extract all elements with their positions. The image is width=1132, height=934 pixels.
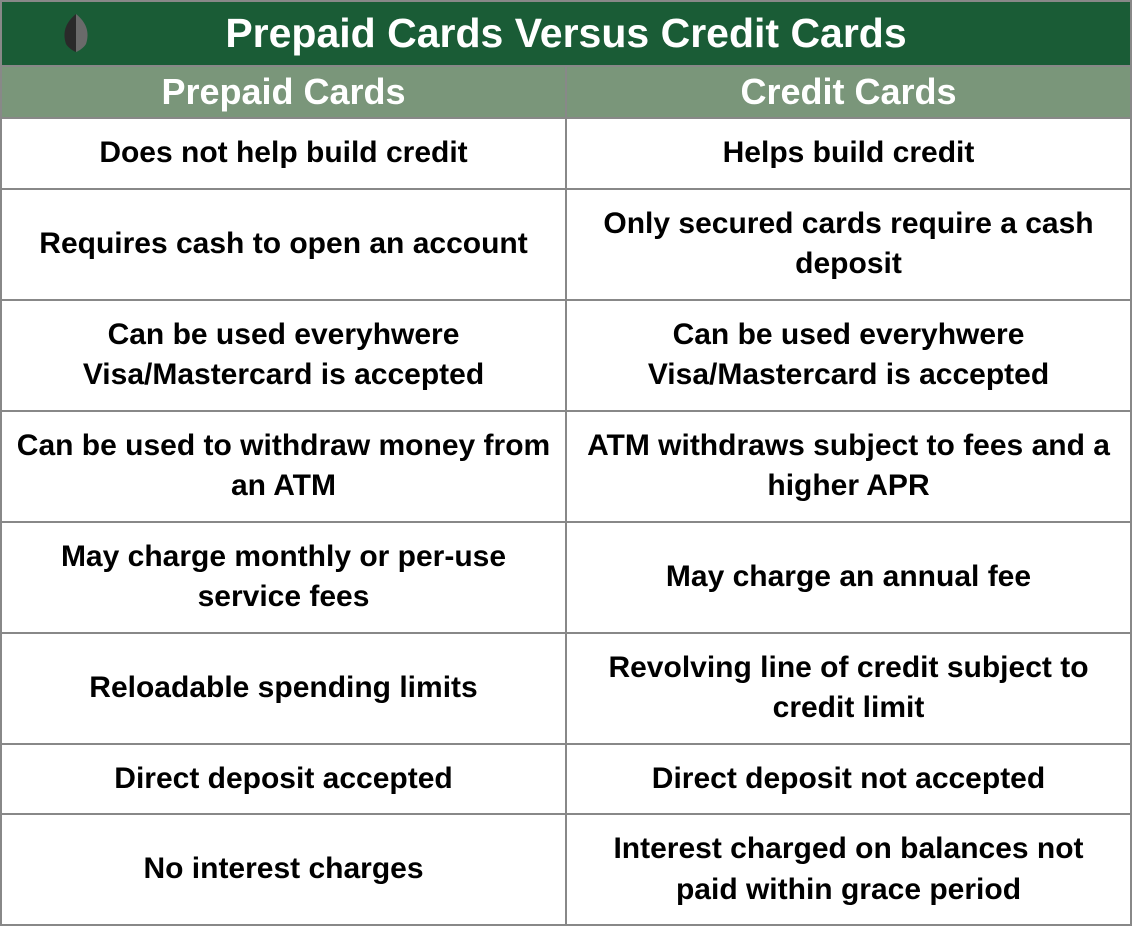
cell-credit: Revolving line of credit subject to cred…: [566, 633, 1131, 744]
leaf-icon: [52, 10, 100, 58]
cell-prepaid: Reloadable spending limits: [1, 633, 566, 744]
cell-prepaid: Does not help build credit: [1, 118, 566, 189]
table-row: Direct deposit accepted Direct deposit n…: [1, 744, 1131, 815]
cell-prepaid: No interest charges: [1, 814, 566, 925]
table-title: Prepaid Cards Versus Credit Cards: [225, 10, 906, 56]
cell-credit: Interest charged on balances not paid wi…: [566, 814, 1131, 925]
cell-prepaid: Can be used everyhwere Visa/Mastercard i…: [1, 300, 566, 411]
cell-credit: Can be used everyhwere Visa/Mastercard i…: [566, 300, 1131, 411]
table-row: Requires cash to open an account Only se…: [1, 189, 1131, 300]
cell-credit: May charge an annual fee: [566, 522, 1131, 633]
cell-credit: Only secured cards require a cash deposi…: [566, 189, 1131, 300]
title-row: Prepaid Cards Versus Credit Cards: [1, 1, 1131, 66]
header-row: Prepaid Cards Credit Cards: [1, 66, 1131, 118]
cell-prepaid: Can be used to withdraw money from an AT…: [1, 411, 566, 522]
table-row: Can be used everyhwere Visa/Mastercard i…: [1, 300, 1131, 411]
cell-prepaid: Requires cash to open an account: [1, 189, 566, 300]
table-row: Does not help build credit Helps build c…: [1, 118, 1131, 189]
cell-credit: Direct deposit not accepted: [566, 744, 1131, 815]
cell-credit: Helps build credit: [566, 118, 1131, 189]
cell-credit: ATM withdraws subject to fees and a high…: [566, 411, 1131, 522]
column-header-prepaid: Prepaid Cards: [1, 66, 566, 118]
comparison-table: Prepaid Cards Versus Credit Cards Prepai…: [0, 0, 1132, 926]
cell-prepaid: Direct deposit accepted: [1, 744, 566, 815]
table-row: No interest charges Interest charged on …: [1, 814, 1131, 925]
table-title-cell: Prepaid Cards Versus Credit Cards: [1, 1, 1131, 66]
table-row: Reloadable spending limits Revolving lin…: [1, 633, 1131, 744]
table-row: May charge monthly or per-use service fe…: [1, 522, 1131, 633]
table-row: Can be used to withdraw money from an AT…: [1, 411, 1131, 522]
cell-prepaid: May charge monthly or per-use service fe…: [1, 522, 566, 633]
column-header-credit: Credit Cards: [566, 66, 1131, 118]
